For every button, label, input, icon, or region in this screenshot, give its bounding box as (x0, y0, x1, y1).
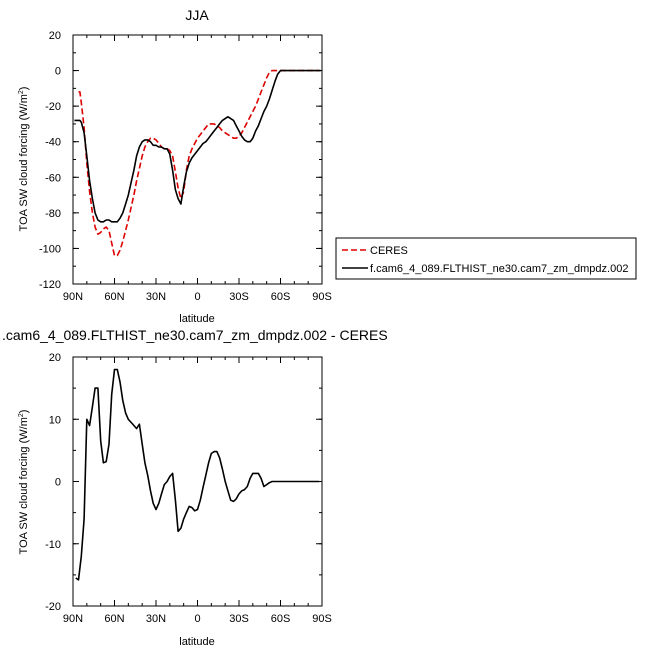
x-tick-label: 90N (63, 291, 83, 303)
y-tick-label: 20 (49, 352, 61, 364)
x-tick-label: 30N (146, 613, 166, 625)
top-y-axis-title: TOA SW cloud forcing (W/m2) (18, 87, 30, 232)
top-plot-area: 90N 60N 30N 0 30S 60S 90S -120 -100 -80 -60 -40 -20 0… (39, 30, 332, 303)
top-panel-title: JJA (185, 7, 209, 23)
series-line-1 (78, 69, 320, 257)
y-tick-label: 20 (49, 30, 61, 42)
y-tick-label: -100 (39, 243, 61, 255)
legend-box (335, 237, 637, 280)
top-x-axis-title: latitude (179, 313, 214, 325)
legend-label-model: f.cam6_4_089.FLTHIST_ne30.cam7_zm_dmpdz.… (370, 263, 628, 275)
x-tick-label: 30S (229, 613, 249, 625)
x-tick-label: 60S (271, 613, 291, 625)
bottom-panel: .cam6_4_089.FLTHIST_ne30.cam7_zm_dmpdz.0… (2, 327, 388, 648)
y-tick-label: -120 (39, 279, 61, 291)
series-line-2 (74, 69, 321, 223)
y-tick-label: 10 (49, 414, 61, 426)
y-tick-label: 0 (55, 477, 61, 489)
legend: CERES f.cam6_4_089.FLTHIST_ne30.cam7_zm_… (335, 237, 637, 280)
y-tick-label: -80 (45, 208, 61, 220)
x-tick-label: 0 (194, 613, 200, 625)
legend-label-ceres: CERES (370, 245, 408, 257)
top-panel: JJA 90N 60N 30N 0 30S 60S 90S -120 -100 -80 -60 -40… (18, 7, 332, 325)
bottom-panel-title: .cam6_4_089.FLTHIST_ne30.cam7_zm_dmpdz.0… (2, 327, 388, 343)
x-tick-label: 90N (63, 613, 83, 625)
y-tick-label: -60 (45, 172, 61, 184)
plot-frame (72, 34, 323, 285)
y-tick-label: -40 (45, 137, 61, 149)
y-tick-label: 0 (55, 66, 61, 78)
series-line-1 (75, 368, 320, 581)
y-tick-label: -20 (45, 101, 61, 113)
bottom-x-axis-title: latitude (179, 636, 214, 648)
bottom-plot-area: 90N 60N 30N 0 30S 60S 90S -20 -10 0 10 20 (45, 352, 332, 625)
y-tick-label: -10 (45, 539, 61, 551)
bottom-y-axis-title: TOA SW cloud forcing (W/m2) (18, 410, 30, 555)
y-tick-label: -20 (45, 601, 61, 613)
x-tick-label: 30S (229, 291, 249, 303)
x-tick-label: 60N (104, 613, 124, 625)
x-tick-label: 30N (146, 291, 166, 303)
x-tick-label: 60N (104, 291, 124, 303)
x-tick-label: 60S (271, 291, 291, 303)
x-tick-label: 0 (194, 291, 200, 303)
x-tick-label: 90S (312, 291, 332, 303)
x-tick-label: 90S (312, 613, 332, 625)
